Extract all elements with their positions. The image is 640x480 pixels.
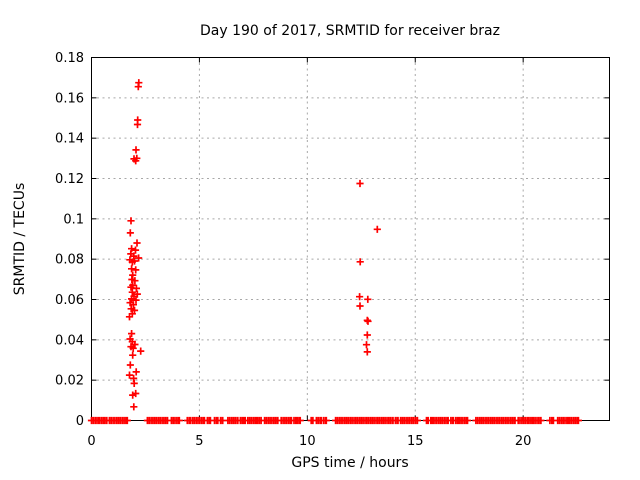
gridlines: [91, 57, 610, 421]
tick-labels: 0 5 10 15 20 0 0.02 0.04 0.06 0.08 0.1 0.12 0.14 0.16…: [55, 51, 531, 449]
y-tick-label: 0.08: [55, 253, 84, 268]
y-tick-label: 0.1: [63, 212, 84, 227]
scatter-plus-markers: [87, 79, 582, 425]
y-tick-label: 0.16: [55, 91, 84, 106]
x-tick-label: 0: [87, 434, 95, 449]
plot-border: [91, 57, 610, 421]
x-axis-label: GPS time / hours: [291, 455, 408, 471]
x-tick-label: 15: [407, 434, 424, 449]
y-tick-label: 0.06: [55, 293, 84, 308]
y-tick-label: 0.18: [55, 51, 84, 66]
data-points-layer: [87, 79, 582, 425]
chart-title: Day 190 of 2017, SRMTID for receiver bra…: [200, 23, 500, 39]
x-tick-label: 5: [195, 434, 203, 449]
x-tick-label: 20: [515, 434, 532, 449]
y-tick-label: 0.02: [55, 374, 84, 389]
y-tick-label: 0.12: [55, 172, 84, 187]
y-tick-label: 0.14: [55, 132, 84, 147]
y-tick-label: 0.04: [55, 333, 84, 348]
axis-ticks: [91, 57, 610, 421]
x-tick-label: 10: [299, 434, 316, 449]
y-axis-label: SRMTID / TECUs: [12, 183, 28, 296]
y-tick-label: 0: [76, 414, 84, 429]
